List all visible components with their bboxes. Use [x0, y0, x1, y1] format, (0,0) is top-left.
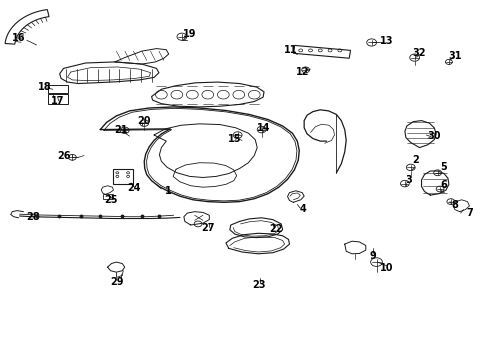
Text: 8: 8: [450, 200, 457, 210]
Text: 6: 6: [440, 180, 447, 190]
Text: 13: 13: [379, 36, 392, 46]
Text: 11: 11: [284, 45, 297, 55]
Text: 3: 3: [405, 175, 411, 185]
Text: 5: 5: [440, 162, 447, 172]
Text: 25: 25: [104, 195, 118, 205]
Text: 10: 10: [379, 263, 392, 273]
Text: 21: 21: [114, 125, 128, 135]
Text: 9: 9: [368, 251, 375, 261]
Text: 19: 19: [183, 29, 196, 39]
Text: 7: 7: [465, 208, 472, 218]
Text: 16: 16: [12, 33, 25, 43]
Text: 20: 20: [137, 116, 151, 126]
Text: 23: 23: [252, 280, 265, 291]
Text: 28: 28: [26, 212, 40, 222]
Text: 1: 1: [165, 186, 172, 196]
Text: 15: 15: [227, 134, 241, 144]
Bar: [48, 94, 68, 104]
Text: 12: 12: [296, 67, 309, 77]
Text: 14: 14: [257, 123, 270, 133]
Text: 26: 26: [57, 150, 70, 161]
Bar: [102, 194, 113, 199]
Text: 27: 27: [201, 222, 214, 233]
Text: 31: 31: [447, 51, 461, 61]
Text: 29: 29: [110, 276, 124, 287]
Text: 18: 18: [38, 82, 52, 92]
Text: 24: 24: [127, 183, 141, 193]
Text: 22: 22: [269, 224, 283, 234]
Text: 4: 4: [299, 204, 306, 214]
Text: 30: 30: [427, 131, 440, 141]
Text: 17: 17: [51, 96, 64, 106]
Bar: [48, 85, 68, 93]
Text: 32: 32: [411, 48, 425, 58]
Text: 2: 2: [411, 155, 418, 165]
